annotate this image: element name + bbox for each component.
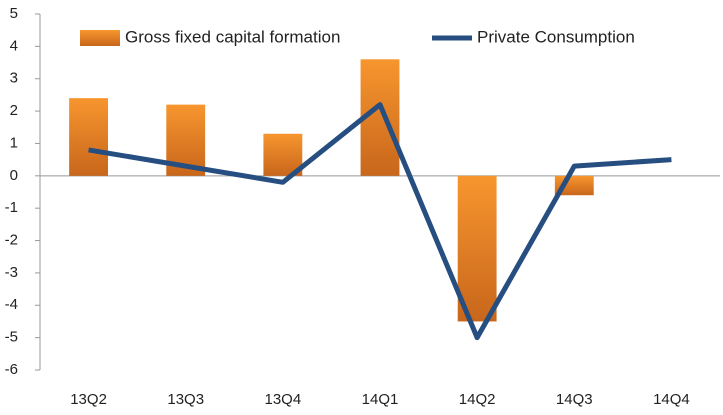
y-tick-label: -6 xyxy=(5,361,18,378)
y-tick-label: -2 xyxy=(5,232,18,249)
y-tick-label: 1 xyxy=(10,134,18,151)
x-tick-label: 14Q1 xyxy=(362,391,399,408)
y-tick-label: 5 xyxy=(10,5,18,22)
legend-swatch xyxy=(80,30,120,46)
legend-label: Gross fixed capital formation xyxy=(125,27,340,46)
y-tick-label: 0 xyxy=(10,167,18,184)
bar xyxy=(457,175,497,322)
y-tick-label: -3 xyxy=(5,264,18,281)
legend-label: Private Consumption xyxy=(477,27,635,46)
x-tick-label: 14Q4 xyxy=(653,391,690,408)
x-tick-label: 14Q2 xyxy=(459,391,496,408)
y-tick-label: 4 xyxy=(10,37,18,54)
y-tick-label: 3 xyxy=(10,70,18,87)
y-tick-label: 2 xyxy=(10,102,18,119)
y-tick-label: -4 xyxy=(5,296,18,313)
y-tick-label: -5 xyxy=(5,329,18,346)
x-tick-label: 13Q2 xyxy=(70,391,107,408)
y-tick-label: -1 xyxy=(5,199,18,216)
x-tick-label: 13Q3 xyxy=(167,391,204,408)
x-tick-label: 13Q4 xyxy=(265,391,302,408)
x-tick-label: 14Q3 xyxy=(556,391,593,408)
line xyxy=(88,102,672,341)
bar xyxy=(69,98,108,176)
